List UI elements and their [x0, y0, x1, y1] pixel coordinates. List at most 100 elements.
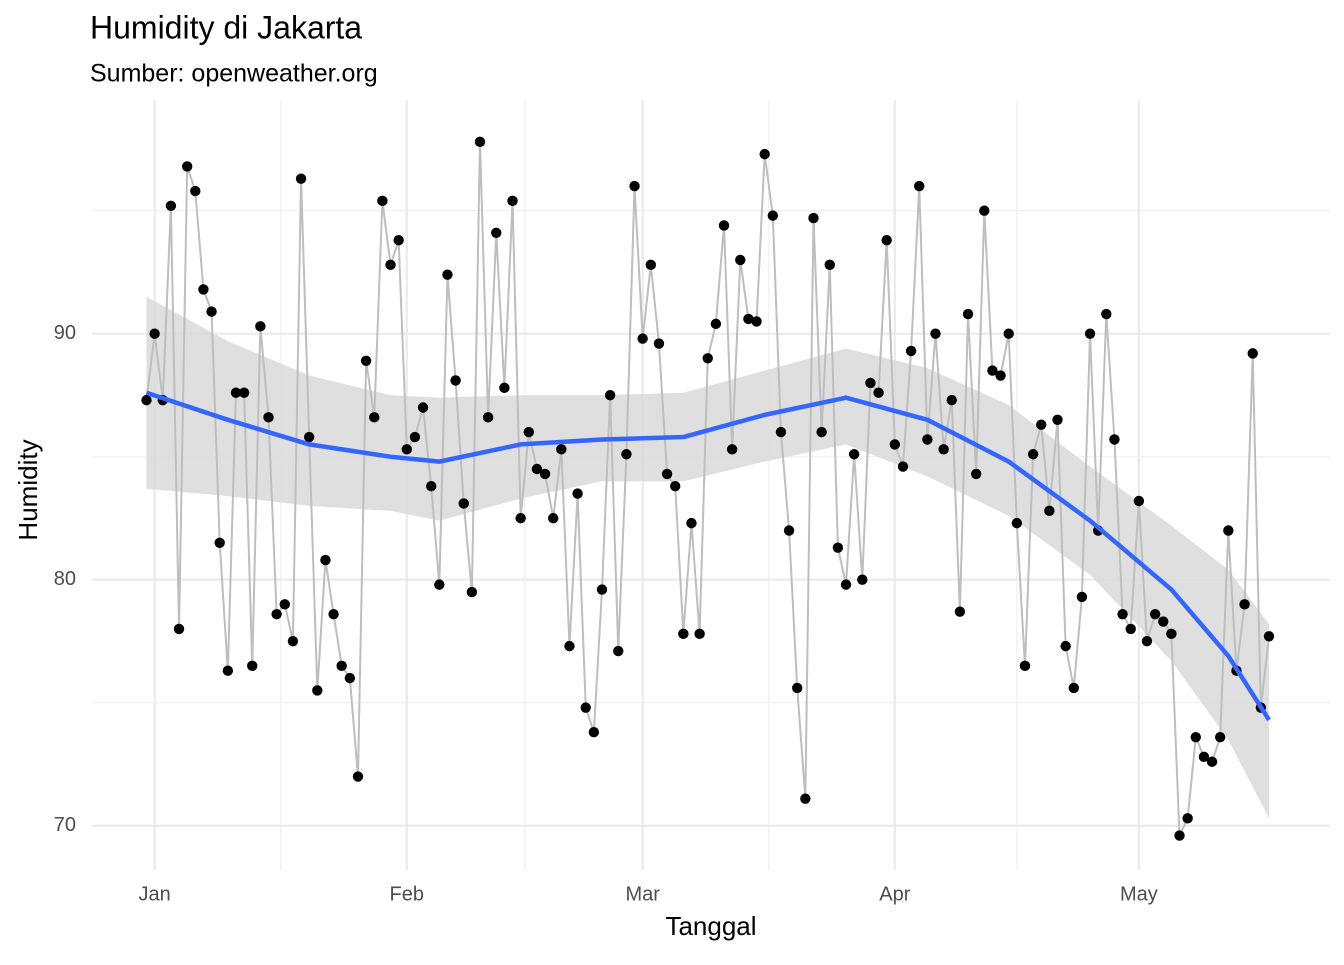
data-point — [1198, 751, 1210, 763]
data-point — [1003, 328, 1014, 339]
data-point — [1101, 308, 1112, 320]
data-point — [889, 439, 901, 450]
data-point — [1019, 660, 1031, 672]
data-point — [816, 426, 827, 438]
data-point — [962, 308, 974, 320]
data-point — [1149, 608, 1161, 620]
data-point — [474, 136, 486, 148]
data-point — [621, 449, 632, 460]
data-point — [499, 382, 510, 394]
data-point — [970, 468, 982, 480]
data-point — [824, 259, 835, 271]
data-point — [491, 227, 502, 239]
data-point — [588, 727, 600, 738]
y-axis-title: Humidity — [13, 439, 43, 540]
data-point — [792, 682, 803, 694]
data-point — [230, 387, 242, 398]
data-point — [897, 461, 909, 472]
data-point — [303, 431, 315, 443]
data-point — [336, 660, 347, 672]
data-point — [881, 235, 892, 246]
data-point — [743, 313, 754, 325]
data-point — [409, 431, 421, 443]
data-point — [173, 623, 185, 635]
data-point — [320, 554, 331, 566]
data-point — [670, 481, 681, 492]
data-point — [1174, 830, 1185, 841]
data-point — [1223, 525, 1234, 536]
data-point — [425, 481, 437, 492]
data-point — [1109, 434, 1120, 445]
x-tick-label: May — [1120, 883, 1158, 905]
data-point — [808, 212, 819, 224]
data-point — [930, 328, 941, 339]
data-point — [564, 640, 575, 652]
data-point — [442, 269, 453, 280]
data-point — [580, 702, 591, 713]
data-point — [482, 412, 494, 423]
data-point — [1117, 608, 1128, 620]
data-point — [857, 574, 868, 585]
data-point — [629, 180, 640, 192]
data-point — [637, 333, 648, 344]
data-point — [458, 498, 469, 509]
data-point — [767, 210, 779, 221]
data-point — [914, 180, 925, 192]
data-point — [686, 517, 697, 529]
data-point — [865, 377, 876, 389]
data-point — [547, 513, 559, 524]
data-point — [1247, 348, 1258, 359]
data-point — [1011, 517, 1023, 529]
x-tick-label: Apr — [879, 883, 910, 905]
data-point — [377, 195, 388, 207]
data-point — [255, 321, 266, 332]
data-point — [238, 387, 250, 398]
data-point — [1133, 495, 1145, 507]
chart-subtitle: Sumber: openweather.org — [90, 60, 378, 88]
data-point — [848, 449, 860, 460]
data-point — [653, 338, 665, 349]
data-point — [401, 444, 412, 455]
data-point — [417, 402, 429, 413]
data-point — [840, 579, 852, 590]
data-point — [661, 468, 673, 480]
data-point — [198, 284, 209, 295]
data-point — [141, 394, 152, 406]
y-tick-label: 70 — [54, 814, 76, 836]
data-point — [604, 390, 616, 401]
data-point — [905, 345, 917, 357]
data-point — [775, 426, 787, 438]
data-point — [385, 259, 396, 271]
data-point — [702, 353, 713, 364]
y-tick-label: 80 — [54, 568, 76, 590]
data-point — [1158, 616, 1169, 627]
data-point — [287, 636, 299, 647]
data-point — [149, 328, 160, 339]
data-point — [190, 185, 201, 197]
data-point — [507, 195, 518, 207]
data-point — [222, 665, 234, 676]
data-point — [987, 365, 998, 376]
data-point — [1263, 631, 1275, 642]
data-point — [1125, 623, 1136, 635]
data-point — [873, 387, 884, 398]
data-point — [271, 608, 282, 620]
data-point — [539, 468, 551, 480]
data-point — [515, 513, 526, 524]
data-point — [1182, 813, 1193, 824]
data-point — [344, 672, 356, 684]
data-point — [1239, 599, 1250, 610]
data-point — [1206, 756, 1218, 767]
data-point — [751, 316, 762, 327]
data-point — [572, 488, 583, 499]
data-point — [1076, 591, 1088, 603]
data-point — [710, 318, 722, 330]
data-point — [206, 306, 217, 317]
data-point — [312, 685, 323, 696]
data-point — [1027, 449, 1039, 460]
data-point — [1068, 682, 1079, 694]
data-point — [946, 394, 957, 406]
data-point — [1214, 731, 1226, 743]
data-point — [735, 254, 746, 266]
chart-title: Humidity di Jakarta — [90, 9, 362, 45]
